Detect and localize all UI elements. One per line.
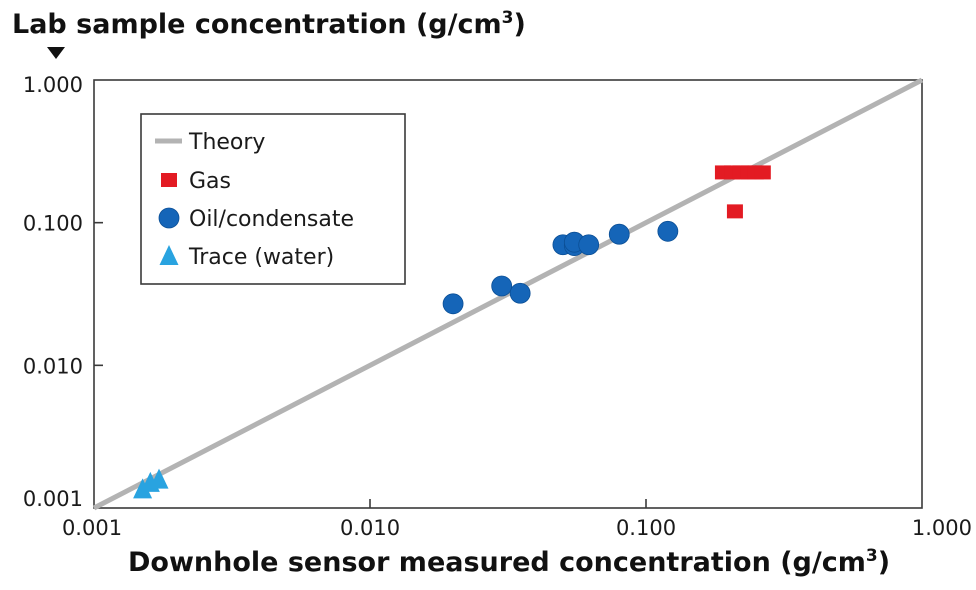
x-axis-title-close: ) bbox=[877, 547, 891, 578]
y-axis-title-superscript: 3 bbox=[501, 8, 514, 28]
legend-label-oil-condensate: Oil/condensate bbox=[189, 207, 354, 232]
oil-condensate-point bbox=[608, 223, 630, 245]
y-tick-label: 0.010 bbox=[23, 354, 83, 378]
y-axis-title: Lab sample concentration (g/cm3) bbox=[12, 8, 526, 40]
legend: Theory Gas Oil/condensate Trace (water) bbox=[140, 113, 406, 285]
y-tick-label: 1.000 bbox=[23, 73, 83, 97]
plot-area-frame bbox=[93, 79, 923, 509]
oil-condensate-point bbox=[657, 220, 679, 242]
x-tick-label: 1.000 bbox=[912, 516, 972, 540]
gas-point bbox=[754, 165, 771, 180]
legend-swatch-trace-water bbox=[159, 245, 179, 265]
legend-box bbox=[140, 113, 406, 285]
oil-condensate-point bbox=[491, 275, 513, 297]
y-axis-title-close: ) bbox=[513, 9, 526, 40]
legend-item-trace-water: Trace (water) bbox=[159, 245, 334, 270]
y-axis-title-arrow-marker bbox=[47, 47, 65, 59]
gas-point bbox=[726, 204, 743, 219]
series-trace-water bbox=[133, 468, 169, 499]
x-tick-label: 0.100 bbox=[616, 516, 676, 540]
x-axis-title-superscript: 3 bbox=[865, 546, 878, 566]
series-oil-condensate bbox=[442, 220, 679, 315]
legend-label-gas: Gas bbox=[189, 169, 231, 194]
legend-label-trace-water: Trace (water) bbox=[188, 245, 334, 270]
series-gas bbox=[714, 165, 771, 219]
legend-item-gas: Gas bbox=[161, 169, 231, 194]
oil-condensate-point bbox=[509, 282, 531, 304]
oil-condensate-point bbox=[442, 293, 464, 315]
x-axis-title: Downhole sensor measured concentration (… bbox=[128, 546, 890, 578]
x-axis-title-text: Downhole sensor measured concentration (… bbox=[128, 547, 866, 578]
x-tick-label: 0.001 bbox=[62, 516, 122, 540]
legend-swatch-oil-condensate bbox=[158, 207, 180, 229]
axis-ticks: 0.001 0.010 0.100 1.000 0.001 0.010 0.100 1.000 bbox=[23, 73, 972, 540]
trace-water-point bbox=[149, 468, 169, 489]
legend-item-oil-condensate: Oil/condensate bbox=[158, 207, 354, 232]
legend-label-theory: Theory bbox=[188, 130, 265, 155]
legend-swatch-gas bbox=[161, 173, 177, 187]
data-series bbox=[92, 77, 924, 511]
oil-condensate-point bbox=[578, 234, 600, 256]
y-axis-title-text: Lab sample concentration (g/cm bbox=[12, 9, 502, 40]
y-tick-label: 0.001 bbox=[23, 487, 83, 511]
y-tick-label: 0.100 bbox=[23, 212, 83, 236]
legend-item-theory: Theory bbox=[155, 130, 265, 155]
x-tick-label: 0.010 bbox=[340, 516, 400, 540]
